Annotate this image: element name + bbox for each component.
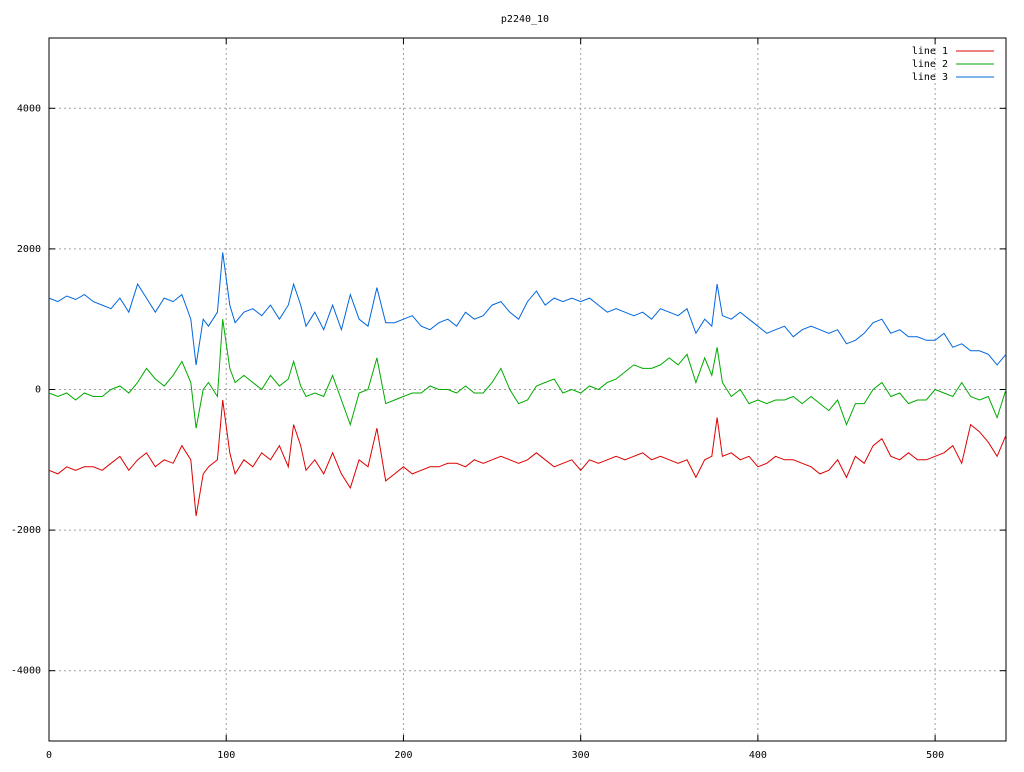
x-tick-label: 400 [749,750,767,761]
data-line [48,399,1007,517]
data-line [48,319,1007,429]
x-tick-label: 100 [217,750,235,761]
legend-label: line 3 [912,72,948,83]
data-line [48,252,1007,366]
chart-title: p2240_10 [501,14,549,25]
y-tick-label: 2000 [17,244,41,255]
y-tick-label: 4000 [17,103,41,114]
x-tick-label: 200 [394,750,412,761]
y-tick-label: -4000 [11,666,41,677]
x-tick-label: 0 [46,750,52,761]
legend-label: line 2 [912,59,948,70]
legend-label: line 1 [912,46,948,57]
y-tick-label: 0 [35,385,41,396]
x-tick-label: 300 [572,750,590,761]
x-tick-label: 500 [926,750,944,761]
y-tick-label: -2000 [11,525,41,536]
